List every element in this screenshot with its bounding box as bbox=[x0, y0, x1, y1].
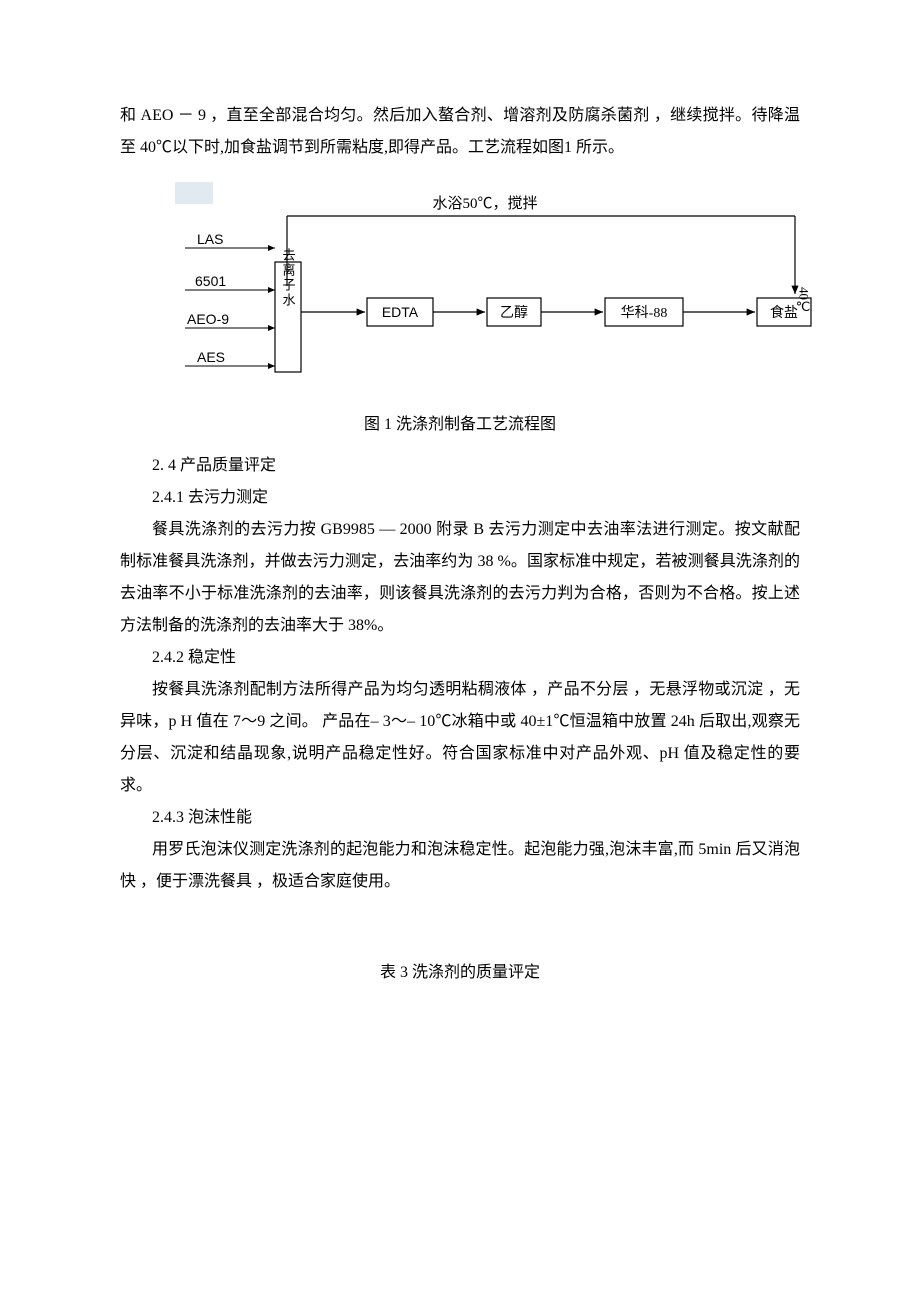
flowchart-diagram: 水浴50℃，搅拌 40℃ LAS 6501 AEO-9 AES bbox=[175, 182, 800, 392]
node-salt-label: 食盐 bbox=[770, 304, 798, 321]
input-aes: AES bbox=[197, 349, 225, 365]
section-2-4-1-body: 餐具洗涤剂的去污力按 GB9985 — 2000 附录 B 去污力测定中去油率法… bbox=[120, 514, 800, 642]
smudge bbox=[175, 182, 213, 204]
node-huake-label: 华科-88 bbox=[621, 305, 668, 321]
section-2-4-1-heading: 2.4.1 去污力测定 bbox=[120, 482, 800, 514]
temp-label: 40℃ bbox=[796, 287, 812, 315]
section-2-4-2-body: 按餐具洗涤剂配制方法所得产品为均匀透明粘稠液体 ，产品不分层 ，无悬浮物或沉淀 … bbox=[120, 674, 800, 802]
mixer-label: 去离子水 bbox=[281, 248, 296, 308]
input-aeo9: AEO-9 bbox=[187, 311, 229, 327]
node-edta-label: EDTA bbox=[382, 304, 419, 320]
top-label: 水浴50℃，搅拌 bbox=[432, 195, 537, 212]
section-2-4-heading: 2. 4 产品质量评定 bbox=[120, 450, 800, 482]
figure-caption: 图 1 洗涤剂制备工艺流程图 bbox=[120, 410, 800, 434]
flowchart-svg: 水浴50℃，搅拌 40℃ LAS 6501 AEO-9 AES bbox=[175, 182, 815, 392]
section-2-4-3-heading: 2.4.3 泡沫性能 bbox=[120, 802, 800, 834]
table-3-title: 表 3 洗涤剂的质量评定 bbox=[120, 958, 800, 982]
node-ethanol-label: 乙醇 bbox=[500, 304, 528, 321]
section-2-4-2-heading: 2.4.2 稳定性 bbox=[120, 642, 800, 674]
intro-paragraph: 和 AEO － 9 ，直至全部混合均匀。然后加入螯合剂、增溶剂及防腐杀菌剂 ，继… bbox=[120, 100, 800, 164]
input-6501: 6501 bbox=[195, 273, 226, 289]
document-page: 和 AEO － 9 ，直至全部混合均匀。然后加入螯合剂、增溶剂及防腐杀菌剂 ，继… bbox=[0, 0, 920, 1302]
section-2-4-3-body: 用罗氏泡沫仪测定洗涤剂的起泡能力和泡沫稳定性。起泡能力强,泡沫丰富,而 5min… bbox=[120, 834, 800, 898]
input-las: LAS bbox=[197, 231, 223, 247]
